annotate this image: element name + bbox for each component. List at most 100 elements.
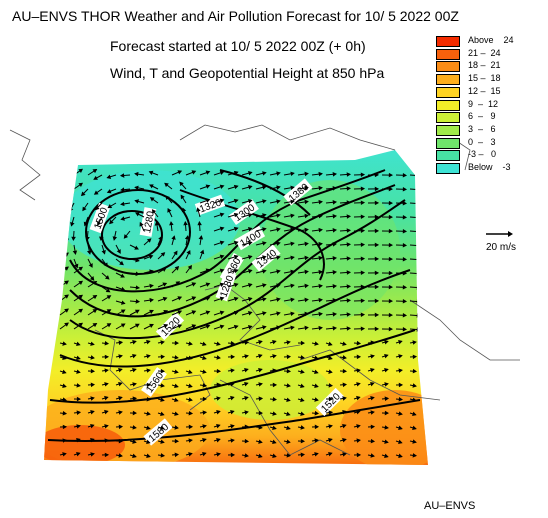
wind-arrow-head — [135, 212, 140, 217]
wind-arrow-head — [247, 311, 253, 316]
legend-swatch — [436, 36, 460, 47]
wind-arrow-head — [62, 424, 68, 430]
wind-arrow-head — [342, 423, 347, 429]
wind-arrow-head — [184, 235, 190, 240]
wind-arrow-head — [346, 270, 352, 275]
wind-arrow-head — [202, 410, 208, 415]
wind-arrow-head — [328, 396, 334, 402]
wind-arrow-head — [106, 323, 112, 328]
wind-arrow-head — [332, 186, 338, 191]
wind-arrow-head — [163, 310, 169, 315]
wind-arrow-head — [262, 311, 267, 316]
wind-arrow-head — [134, 309, 140, 314]
wind-arrow-head — [219, 296, 225, 301]
wind-arrow-head — [314, 369, 319, 375]
wind-arrow-head — [272, 354, 277, 359]
wind-arrow-head — [135, 257, 140, 263]
wind-arrow-head — [276, 185, 281, 190]
wind-arrow-head — [356, 452, 362, 458]
wind-arrow-head — [198, 235, 204, 240]
wind-arrow-head — [62, 452, 67, 457]
wind-arrow-head — [148, 170, 154, 176]
wind-arrow — [409, 216, 421, 219]
wind-arrow-head — [244, 340, 250, 345]
wind-arrow-head — [398, 397, 404, 402]
wind-arrow-head — [90, 355, 95, 360]
wind-arrow-head — [247, 199, 253, 204]
legend-label: 0 – 3 — [468, 136, 496, 147]
wind-arrow-head — [139, 221, 144, 227]
wind-arrow-head — [272, 425, 277, 430]
wind-arrow-head — [304, 297, 309, 303]
legend-label: 6 – 9 — [468, 111, 496, 122]
wind-arrow-head — [272, 411, 277, 416]
wind-arrow-head — [262, 269, 267, 274]
wind-arrow-head — [230, 452, 236, 458]
wind-arrow-head — [398, 382, 404, 388]
wind-arrow — [409, 272, 421, 275]
wind-arrow-head — [188, 438, 193, 443]
wind-arrow-head — [164, 182, 169, 188]
wind-arrow-head — [202, 396, 208, 402]
wind-arrow-head — [416, 243, 422, 248]
wind-arrow-head — [374, 214, 380, 220]
wind-arrow-head — [92, 323, 98, 328]
wind-arrow-head — [402, 299, 408, 304]
wind-arrow-head — [356, 410, 361, 415]
wind-arrow-head — [104, 409, 109, 415]
wind-arrow-head — [105, 288, 111, 293]
wind-arrow-head — [134, 199, 140, 204]
wind-arrow-head — [202, 438, 207, 443]
wind-arrow-head — [272, 397, 278, 402]
wind-arrow-head — [109, 219, 114, 225]
wind-arrow-head — [402, 285, 408, 290]
wind-arrow-head — [374, 270, 380, 276]
wind-arrow-head — [318, 199, 323, 205]
wind-arrow-head — [149, 323, 154, 328]
legend-swatch — [436, 112, 460, 124]
wind-arrow-head — [346, 298, 352, 303]
wind-arrow-head — [188, 355, 193, 360]
wind-arrow-head — [398, 340, 403, 345]
wind-arrow-head — [360, 186, 366, 191]
wind-arrow-head — [233, 198, 239, 204]
wind-arrow-head — [120, 187, 125, 192]
wind-arrow-head — [402, 313, 408, 318]
wind-arrow-head — [230, 341, 236, 346]
wind-arrow-head — [304, 213, 309, 219]
wind-arrow-head — [290, 297, 295, 303]
wind-arrow-head — [202, 383, 208, 388]
wind-arrow-head — [346, 284, 352, 289]
wind-arrow-head — [216, 341, 221, 346]
wind-arrow-head — [216, 396, 221, 401]
wind-arrow-head — [197, 220, 202, 226]
wind-arrow-head — [346, 312, 352, 317]
wind-arrow-head — [216, 452, 221, 457]
wind-arrow-head — [247, 255, 253, 260]
wind-arrow-head — [149, 197, 155, 202]
wind-arrow-head — [356, 424, 361, 429]
wind-arrow-head — [120, 216, 125, 221]
wind-arrow-head — [286, 397, 291, 403]
wind-arrow-head — [92, 169, 98, 174]
wind-arrow-head — [219, 282, 225, 287]
legend-swatch — [436, 99, 460, 111]
wind-arrow-head — [244, 438, 250, 444]
wind-arrow-head — [188, 369, 193, 375]
wind-arrow-head — [233, 240, 239, 246]
wind-arrow-head — [374, 242, 380, 248]
wind-arrow-head — [76, 396, 82, 402]
wind-arrow-head — [205, 310, 211, 315]
wind-arrow-head — [304, 241, 309, 247]
wind-arrow-head — [64, 182, 69, 187]
wind-arrow-head — [64, 210, 69, 215]
wind-arrow-head — [332, 172, 338, 177]
wind-arrow-head — [402, 229, 408, 234]
wind-arrow-head — [134, 185, 139, 191]
wind-arrow-head — [158, 235, 163, 241]
wind-arrow-head — [328, 355, 333, 360]
wind-arrow-head — [160, 397, 165, 402]
wind-arrow-head — [146, 368, 151, 373]
wind-arrow-head — [258, 425, 263, 430]
wind-arrow-head — [174, 340, 180, 346]
